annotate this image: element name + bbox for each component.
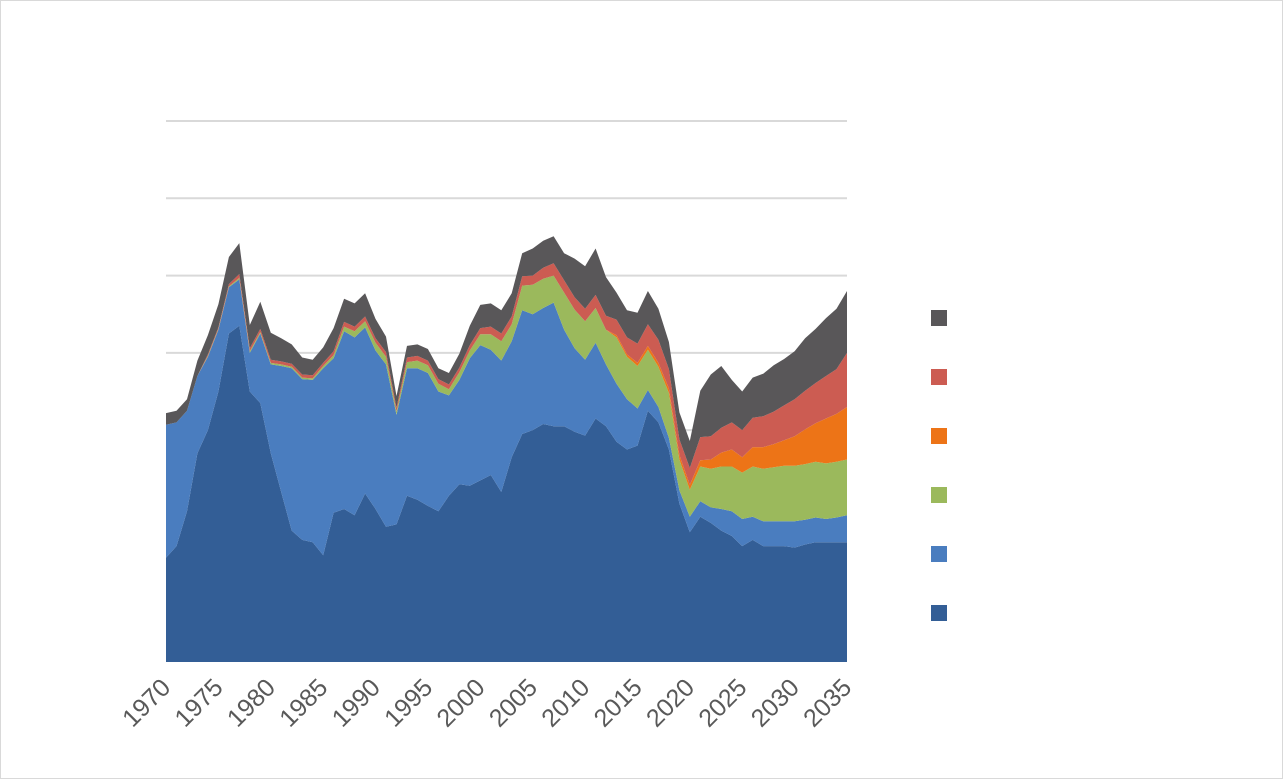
x-axis: 1970197519801985199019952000200520102015…: [117, 673, 857, 732]
area-series-1: [166, 325, 847, 662]
x-tick-label-1995: 1995: [379, 673, 438, 732]
x-tick-label-1990: 1990: [327, 673, 386, 732]
legend-marker-4: [931, 428, 947, 444]
legend-marker-5: [931, 369, 947, 385]
x-tick-label-1980: 1980: [222, 673, 281, 732]
legend-marker-6: [931, 310, 947, 326]
x-tick-label-2005: 2005: [484, 673, 543, 732]
x-tick-label-2020: 2020: [641, 673, 700, 732]
x-tick-label-2030: 2030: [746, 673, 805, 732]
x-tick-label-2010: 2010: [536, 673, 595, 732]
area-series-2: [166, 279, 847, 558]
x-tick-label-1975: 1975: [169, 673, 228, 732]
x-tick-label-2015: 2015: [589, 673, 648, 732]
legend-marker-3: [931, 487, 947, 503]
area-series-6: [166, 236, 847, 468]
x-tick-label-2025: 2025: [693, 673, 752, 732]
area-series-group: [166, 236, 847, 662]
area-series-3: [166, 275, 847, 522]
legend: [931, 310, 947, 621]
x-tick-label-2035: 2035: [798, 673, 857, 732]
legend-marker-1: [931, 605, 947, 621]
legend-marker-2: [931, 546, 947, 562]
area-series-5: [166, 263, 847, 485]
x-tick-label-2000: 2000: [431, 673, 490, 732]
x-tick-label-1970: 1970: [117, 673, 176, 732]
x-tick-label-1985: 1985: [274, 673, 333, 732]
